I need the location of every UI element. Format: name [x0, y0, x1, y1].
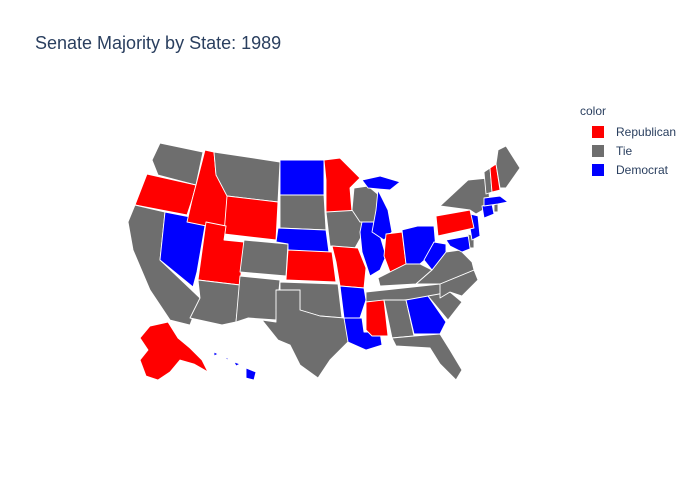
states-layer: [127, 142, 521, 381]
state-MD[interactable]: [445, 235, 473, 253]
legend-label-tie: Tie: [616, 144, 633, 158]
state-VA[interactable]: [415, 249, 475, 285]
state-CO[interactable]: [239, 239, 289, 277]
state-MN[interactable]: [323, 157, 361, 213]
legend-item-republican[interactable]: Republican: [592, 124, 676, 140]
state-MI[interactable]: [361, 175, 401, 241]
state-RI[interactable]: [493, 203, 499, 213]
state-SD[interactable]: [279, 194, 327, 231]
legend-swatch-republican: [592, 126, 604, 138]
legend-title: color: [580, 104, 607, 118]
state-MS[interactable]: [365, 299, 389, 337]
legend-swatch-tie: [592, 145, 604, 157]
state-FL[interactable]: [391, 333, 463, 381]
legend-label-democrat: Democrat: [616, 163, 669, 177]
state-AK[interactable]: [139, 321, 209, 381]
legend-label-republican: Republican: [616, 125, 677, 139]
state-KY[interactable]: [377, 263, 433, 287]
state-GA[interactable]: [405, 295, 447, 335]
state-ME[interactable]: [495, 145, 521, 189]
state-HI[interactable]: [213, 351, 257, 381]
state-WY[interactable]: [223, 195, 279, 241]
legend-item-tie[interactable]: Tie: [592, 143, 632, 159]
state-WA[interactable]: [151, 142, 204, 186]
chart-title: Senate Majority by State: 1989: [35, 33, 282, 53]
state-PA[interactable]: [435, 209, 475, 237]
state-AR[interactable]: [339, 285, 367, 319]
state-OR[interactable]: [134, 173, 197, 216]
legend-item-democrat[interactable]: Democrat: [592, 162, 668, 178]
state-AZ[interactable]: [189, 279, 241, 326]
state-NH[interactable]: [489, 163, 501, 193]
state-LA[interactable]: [343, 317, 383, 351]
state-KS[interactable]: [285, 249, 337, 283]
state-TX[interactable]: [261, 289, 351, 379]
state-ND[interactable]: [279, 159, 325, 196]
state-WV[interactable]: [423, 241, 447, 271]
state-MO[interactable]: [331, 245, 367, 289]
state-MA[interactable]: [483, 195, 509, 207]
legend-swatch-democrat: [592, 164, 604, 176]
state-NM[interactable]: [235, 275, 281, 323]
